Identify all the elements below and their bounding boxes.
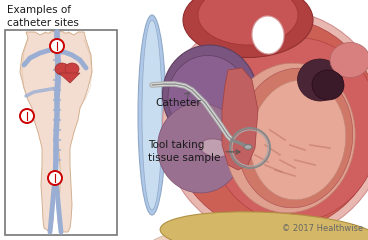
Polygon shape (59, 73, 80, 83)
Text: Tool taking
tissue sample: Tool taking tissue sample (148, 140, 240, 163)
Bar (5, 30, 117, 235)
Ellipse shape (252, 16, 284, 54)
Ellipse shape (244, 144, 252, 150)
Circle shape (20, 109, 34, 123)
Ellipse shape (237, 68, 353, 208)
Ellipse shape (55, 63, 69, 75)
Ellipse shape (200, 139, 230, 157)
Ellipse shape (170, 18, 368, 233)
Ellipse shape (297, 59, 343, 101)
Text: Catheter: Catheter (155, 93, 201, 108)
Ellipse shape (183, 0, 313, 58)
Ellipse shape (210, 38, 368, 222)
Text: Examples of
catheter sites: Examples of catheter sites (7, 5, 79, 28)
Ellipse shape (163, 45, 258, 145)
Ellipse shape (198, 0, 298, 45)
Ellipse shape (168, 55, 248, 140)
Polygon shape (20, 31, 92, 232)
Polygon shape (222, 68, 258, 170)
Circle shape (50, 39, 64, 53)
Ellipse shape (138, 15, 166, 215)
Ellipse shape (163, 10, 368, 240)
Ellipse shape (312, 70, 344, 100)
Ellipse shape (330, 42, 368, 78)
Ellipse shape (142, 20, 162, 210)
Text: © 2017 Healthwise: © 2017 Healthwise (282, 224, 363, 233)
Ellipse shape (250, 80, 346, 200)
Ellipse shape (225, 63, 355, 213)
Ellipse shape (160, 212, 368, 240)
Ellipse shape (150, 225, 368, 240)
Circle shape (48, 171, 62, 185)
Ellipse shape (65, 63, 79, 75)
Ellipse shape (158, 103, 243, 193)
